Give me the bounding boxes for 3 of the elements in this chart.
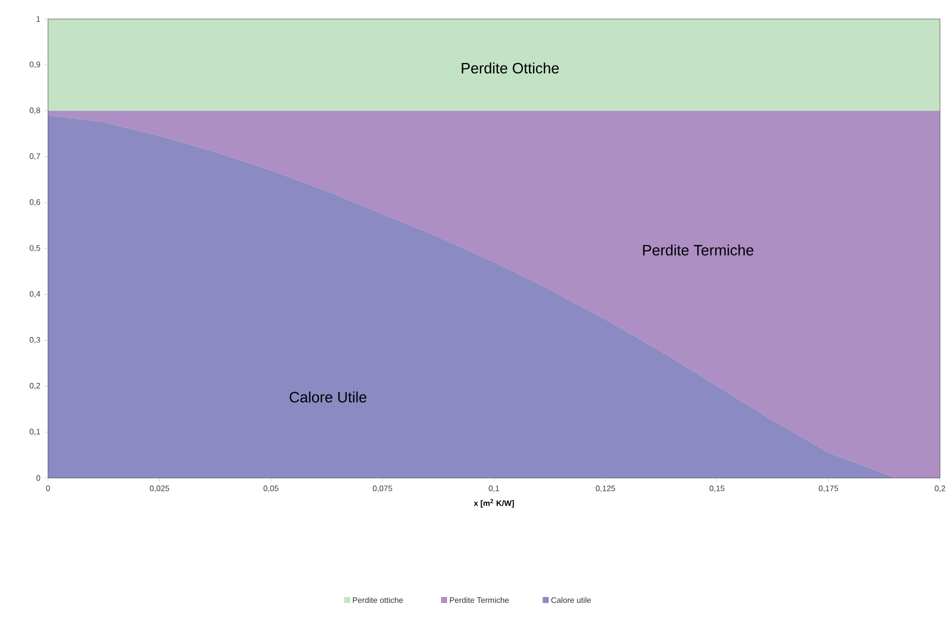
annotation: Calore Utile <box>290 392 366 402</box>
annotation: Perdite Termiche <box>643 244 754 256</box>
annotation: Perdite Ottiche <box>462 62 559 74</box>
